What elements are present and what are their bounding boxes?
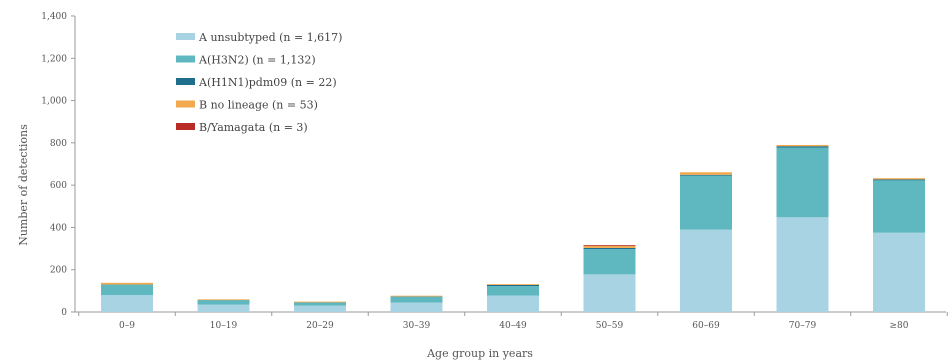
bar-segment [390, 296, 443, 303]
legend-label: A(H3N2) (n = 1,132) [198, 54, 316, 67]
bar-segment [487, 284, 539, 285]
bar-segment [680, 174, 732, 176]
legend-swatch [176, 78, 195, 85]
bar-segment [583, 247, 636, 249]
bar-segment [294, 302, 346, 306]
bar-segment [583, 245, 636, 246]
bar-segment [101, 295, 153, 312]
bar-segment [873, 178, 925, 180]
bar-segment [680, 229, 732, 312]
x-tick-label: 20–29 [306, 321, 334, 331]
bar-segment [583, 274, 636, 312]
y-tick-label: 200 [50, 266, 67, 276]
bar-segment [487, 285, 539, 296]
bar-segment [776, 144, 829, 147]
bar-segment [873, 232, 925, 312]
bar-segment [873, 179, 925, 181]
y-tick-label: 600 [50, 181, 67, 191]
legend-label: B/Yamagata (n = 3) [199, 121, 308, 134]
x-axis-title: Age group in years [426, 347, 533, 360]
legend-swatch [176, 33, 195, 40]
bar-segment [294, 305, 346, 312]
bar-segment [873, 179, 925, 233]
bar-segment [101, 282, 153, 285]
bar-segment [776, 217, 829, 312]
bar-segment [390, 295, 443, 297]
legend-swatch [176, 100, 195, 108]
bar-segment [487, 295, 539, 312]
bar-segment [776, 147, 829, 218]
bar-segment [294, 301, 346, 303]
bar-segment [101, 284, 153, 296]
y-tick-label: 1,000 [41, 97, 67, 107]
bar-segment [197, 304, 250, 312]
legend-label: A unsubtyped (n = 1,617) [198, 31, 342, 44]
y-tick-label: 0 [61, 308, 67, 318]
bar-segment [197, 299, 250, 305]
x-tick-label: 0–9 [119, 321, 135, 331]
bar-segment [197, 299, 250, 301]
plot-area: 0 200 400 600 800 1,000 1,200 1,400 0–9 10–19 20–2… [41, 12, 948, 331]
y-tick-label: 800 [50, 139, 67, 149]
bar-segment [390, 302, 443, 312]
bar-segment [680, 175, 732, 230]
x-tick-label: 50–59 [596, 321, 624, 331]
x-tick-label: 10–19 [210, 321, 238, 331]
x-tick-label: 40–49 [499, 321, 527, 331]
legend-swatch [176, 123, 195, 130]
y-tick-label: 400 [50, 223, 67, 233]
y-tick-label: 1,400 [41, 12, 67, 22]
y-tick-label: 1,200 [41, 54, 67, 64]
x-tick-label: 60–69 [692, 321, 720, 331]
legend-swatch [176, 55, 195, 63]
legend-label: A(H1N1)pdm09 (n = 22) [198, 76, 337, 89]
bar-segment [680, 172, 732, 175]
bar-segment [583, 245, 636, 248]
legend: A unsubtyped (n = 1,617) A(H3N2) (n = 1,1… [176, 31, 342, 134]
x-tick-label: 30–39 [403, 321, 431, 331]
bar-segment [583, 248, 636, 275]
x-tick-label: ≥80 [890, 321, 909, 331]
bar-segment [776, 146, 829, 148]
legend-label: B no lineage (n = 53) [199, 99, 318, 112]
y-axis-title: Number of detections [17, 124, 30, 246]
bar-segment [487, 284, 539, 286]
x-tick-label: 70–79 [789, 321, 817, 331]
